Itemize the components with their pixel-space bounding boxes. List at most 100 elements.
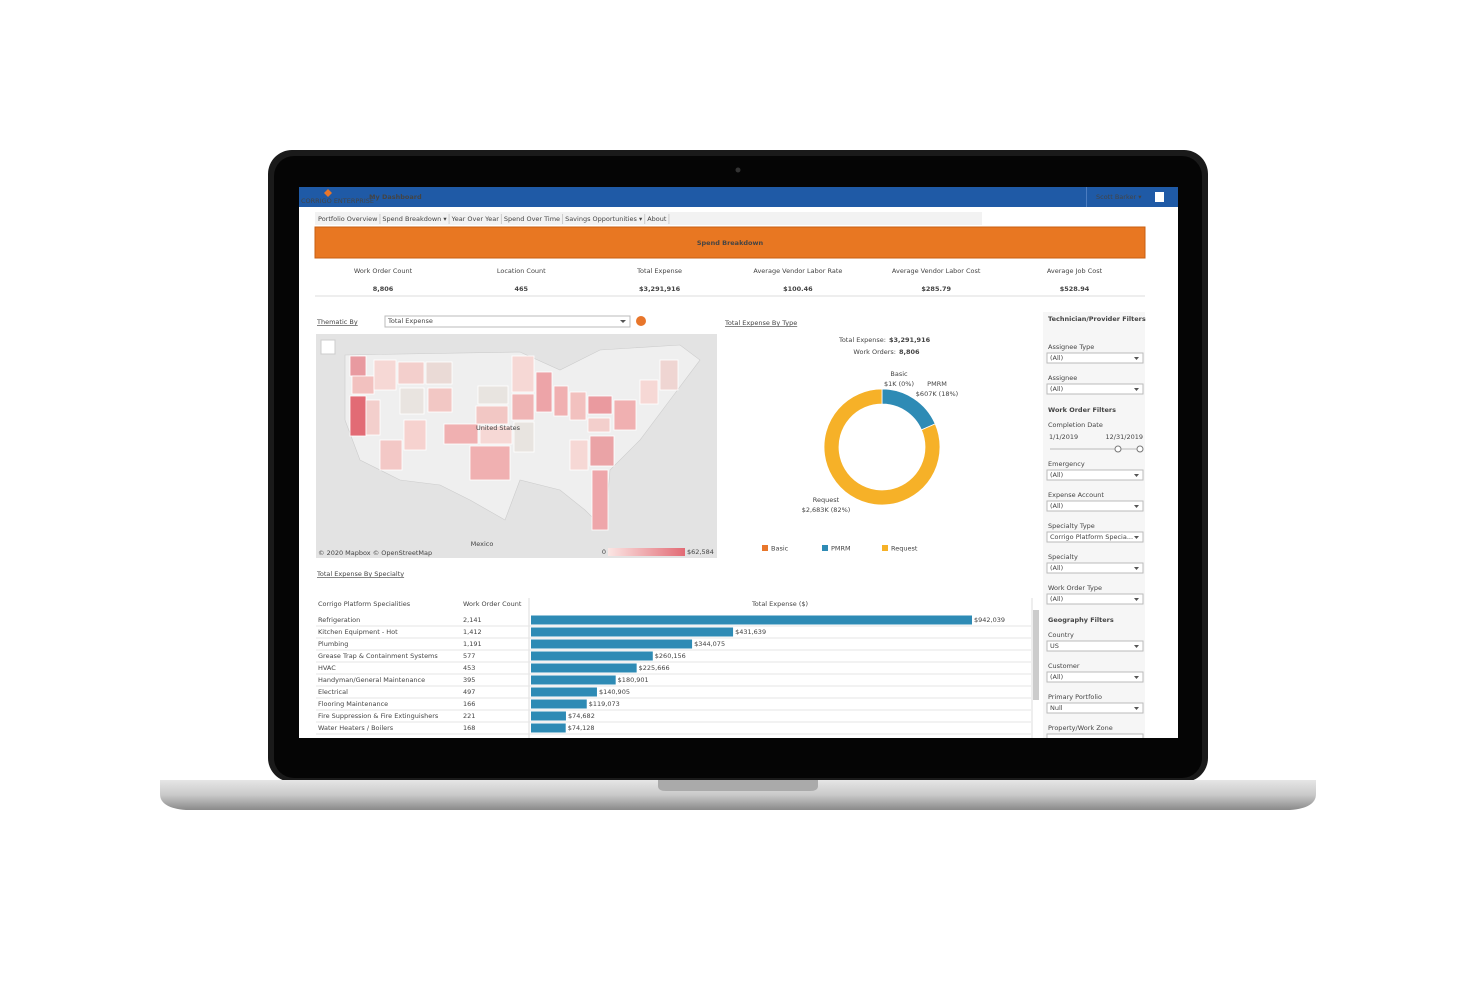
filter-dropdown[interactable]: [1046, 500, 1144, 512]
app-icon[interactable]: [1155, 192, 1164, 202]
laptop-notch: [658, 780, 818, 791]
filter-dropdown[interactable]: [1046, 733, 1144, 744]
kpi-value: $3,291,916: [639, 285, 681, 293]
row-count: 221: [463, 712, 475, 720]
column-header: Work Order Count: [463, 600, 522, 608]
map-credits: © 2020 Mapbox © OpenStreetMap: [318, 549, 432, 557]
scrollbar[interactable]: [1033, 610, 1039, 700]
filter-value: (All): [1050, 354, 1063, 362]
donut-value-label: $607K (18%): [916, 390, 958, 398]
filter-dropdown[interactable]: [1046, 593, 1144, 605]
dropdown-arrow: [1134, 676, 1139, 679]
map-region: [591, 469, 609, 531]
map-search[interactable]: [320, 339, 336, 355]
filter-label: Completion Date: [1048, 421, 1103, 429]
row-name: Flooring Maintenance: [318, 700, 388, 708]
filter-dropdown[interactable]: [1046, 702, 1144, 714]
filter-label: Expense Account: [1048, 491, 1104, 499]
section-title: Total Expense By Specialty: [316, 570, 404, 578]
map-region: [569, 439, 589, 471]
row-name: Water Heaters / Boilers: [318, 724, 394, 732]
filter-dropdown[interactable]: [1046, 562, 1144, 574]
kpi-label: Total Expense: [636, 267, 682, 275]
legend-swatch: [882, 545, 888, 551]
bar-value-label: $431,639: [735, 628, 766, 636]
filter-label: Assignee Type: [1048, 343, 1094, 351]
bar-value-label: $140,905: [599, 688, 630, 696]
bar-value-label: $74,128: [568, 724, 595, 732]
donut-segment: [823, 388, 941, 506]
kpi-label: Average Job Cost: [1047, 267, 1103, 275]
info-icon[interactable]: [636, 316, 646, 326]
bar: [531, 651, 653, 661]
tab[interactable]: About: [647, 215, 667, 223]
row-count: 577: [463, 652, 475, 660]
menu-item[interactable]: My Dashboard: [369, 193, 422, 201]
map-region: [589, 435, 615, 467]
filter-label: Country: [1048, 631, 1074, 639]
bar: [531, 639, 693, 649]
bar-value-label: $225,666: [639, 664, 670, 672]
filter-heading: Work Order Filters: [1048, 406, 1116, 414]
filter-dropdown[interactable]: [1046, 383, 1144, 395]
tab[interactable]: Spend Over Time: [504, 215, 560, 223]
filter-label: Emergency: [1048, 460, 1085, 468]
dropdown-arrow: [1134, 567, 1139, 570]
bar: [531, 663, 637, 673]
filter-dropdown[interactable]: [1046, 531, 1144, 543]
row-name: HVAC: [318, 664, 336, 672]
bar-value-label: $119,073: [589, 700, 620, 708]
column-header: Corrigo Platform Specialities: [318, 600, 411, 608]
total-value: $3,291,916: [889, 336, 931, 344]
map-region: [443, 423, 479, 445]
map-region: [399, 387, 425, 415]
slider-handle[interactable]: [1114, 445, 1122, 453]
tab[interactable]: Savings Opportunities ▾: [565, 215, 643, 223]
filter-dropdown[interactable]: [1046, 671, 1144, 683]
filter-dropdown[interactable]: [1046, 352, 1144, 364]
row-count: 1,412: [463, 628, 482, 636]
map-region: [511, 393, 535, 421]
filter-dropdown[interactable]: [1046, 640, 1144, 652]
top-bar: [299, 187, 1178, 207]
bar: [531, 687, 597, 697]
slider-handle[interactable]: [1136, 445, 1144, 453]
legend-min: 0: [602, 548, 606, 556]
map-region: [477, 385, 509, 405]
row-name: Electrical: [318, 688, 348, 696]
filter-dropdown[interactable]: [1046, 469, 1144, 481]
map-region: [613, 399, 637, 431]
filter-label: Property/Work Zone: [1048, 724, 1113, 732]
row-count: 2,141: [463, 616, 482, 624]
tab-bar: [315, 212, 982, 225]
user-menu[interactable]: Scott Barker ▾: [1096, 193, 1142, 201]
tab[interactable]: Portfolio Overview: [318, 215, 378, 223]
column-header: Total Expense ($): [751, 600, 808, 608]
row-count: 395: [463, 676, 475, 684]
bar: [531, 699, 587, 709]
filter-value: (All): [1050, 673, 1063, 681]
bar-value-label: $942,039: [974, 616, 1005, 624]
kpi-value: 465: [515, 285, 529, 293]
dropdown-arrow: [1134, 474, 1139, 477]
filter-heading: Geography Filters: [1048, 616, 1114, 624]
dropdown[interactable]: [384, 315, 631, 328]
donut-value-label: $2,683K (82%): [802, 506, 851, 514]
tab[interactable]: Spend Breakdown ▾: [382, 215, 447, 223]
filter-panel: [1043, 312, 1145, 738]
row-count: 166: [463, 700, 475, 708]
tab[interactable]: Year Over Year: [451, 215, 500, 223]
divider: [1086, 187, 1087, 207]
legend-label: Basic: [771, 545, 789, 553]
row-count: 453: [463, 664, 475, 672]
kpi-value: $100.46: [783, 285, 813, 293]
dropdown-value: Total Expense: [387, 317, 433, 325]
map-country-label: United States: [476, 424, 521, 432]
legend-swatch: [822, 545, 828, 551]
map-region: [513, 421, 535, 453]
map-region: [479, 425, 513, 445]
map-region: [349, 395, 367, 437]
kpi-label: Average Vendor Labor Rate: [753, 267, 842, 275]
dropdown-arrow: [1134, 388, 1139, 391]
laptop-base: [160, 780, 1316, 810]
